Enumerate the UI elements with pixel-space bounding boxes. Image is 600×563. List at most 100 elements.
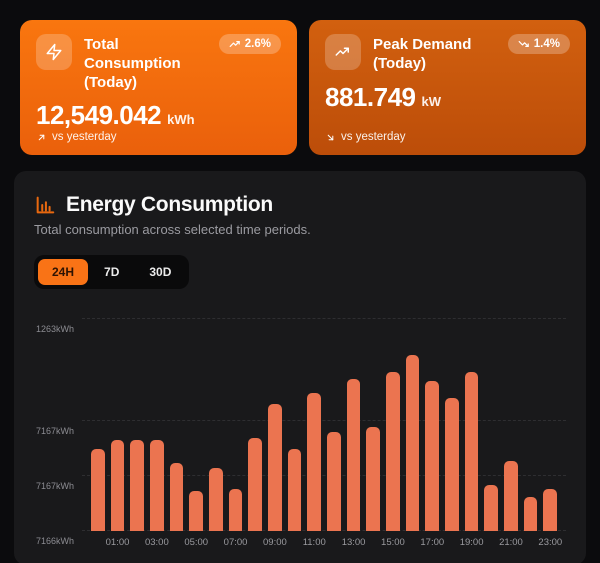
card-title: Total Consumption (Today) [84, 36, 181, 91]
x-axis-slot [170, 537, 184, 551]
bar-2000[interactable] [484, 484, 499, 532]
bar-chart: 1263kWh 7167kWh 7167kWh 7166kWh 01:00 03:00 0… [34, 318, 566, 551]
arrow-up-right-icon [38, 134, 45, 141]
x-axis-slot: 07:00 [224, 537, 248, 551]
x-axis-slot [366, 537, 380, 551]
x-axis-slot: 21:00 [499, 537, 523, 551]
bar-0100[interactable] [110, 440, 125, 532]
energy-consumption-card: Energy Consumption Total consumption acr… [14, 171, 586, 563]
x-axis-tick-label: 11:00 [302, 537, 326, 549]
bar-0900[interactable] [268, 404, 282, 532]
bar-0300[interactable] [150, 440, 164, 532]
bar-1200[interactable] [327, 431, 341, 532]
bar-1800[interactable] [445, 397, 459, 532]
gridline: 7167kWh [36, 475, 566, 491]
peak-demand-card: Peak Demand (Today) 1.4% 881.749 kW vs y… [309, 20, 586, 156]
x-axis-slot [484, 537, 498, 551]
x-axis-tick-label: 19:00 [459, 537, 484, 549]
x-axis-slot [327, 537, 341, 551]
x-axis-slot: 19:00 [460, 537, 484, 551]
trend-up-icon [229, 41, 240, 48]
kpi-value: 881.749 [325, 81, 416, 112]
y-axis-tick-label: 7167kWh [35, 426, 74, 437]
bar-1400[interactable] [366, 427, 381, 532]
x-axis-slot: 03:00 [145, 537, 169, 551]
x-axis-tick-label: 23:00 [538, 537, 563, 549]
x-axis-tick-label: 21:00 [499, 537, 523, 549]
kpi-value: 12,549.042 [36, 100, 162, 131]
chart-title: Energy Consumption [66, 193, 273, 217]
trending-up-icon [325, 34, 361, 70]
y-axis-tick-label: 7166kWh [35, 536, 74, 547]
x-axis-tick-label: 05:00 [184, 537, 209, 549]
x-axis-slot [524, 537, 538, 551]
x-axis-tick-label: 09:00 [263, 537, 287, 549]
x-axis: 01:00 03:00 05:00 07:00 09:00 11:00 13:00 15:00… [82, 531, 566, 551]
bar-chart-icon [36, 196, 55, 214]
bar-2100[interactable] [504, 461, 518, 532]
footer-label: vs yesterday [52, 131, 117, 144]
x-axis-slot: 23:00 [538, 537, 562, 551]
zap-icon [36, 34, 72, 70]
trend-down-icon [518, 41, 529, 48]
bar-1900[interactable] [464, 372, 479, 532]
x-axis-slot: 17:00 [420, 537, 444, 551]
time-range-tabs: 24H 7D 30D [34, 255, 190, 290]
x-axis-tick-label: 07:00 [223, 537, 248, 549]
gridline: 7167kWh [36, 420, 566, 436]
gridline: 1263kWh [36, 318, 566, 334]
plot-area: 1263kWh 7167kWh 7167kWh 7166kWh [36, 318, 566, 546]
tab-7d[interactable]: 7D [90, 259, 133, 285]
x-axis-slot [288, 537, 302, 551]
x-axis-slot: 13:00 [342, 537, 366, 551]
x-axis-slot [406, 537, 420, 551]
arrow-down-right-icon [327, 134, 334, 141]
tab-30d[interactable]: 30D [135, 259, 185, 285]
bar-2200[interactable] [523, 497, 538, 532]
bar-1100[interactable] [307, 393, 322, 532]
bar-0800[interactable] [248, 437, 263, 532]
total-consumption-card: Total Consumption (Today) 2.6% 12,549.04… [20, 20, 297, 156]
x-axis-tick-label: 17:00 [420, 537, 445, 549]
bars [82, 319, 566, 532]
bar-0200[interactable] [130, 440, 145, 532]
tab-24h[interactable]: 24H [38, 259, 89, 286]
y-axis-tick-label: 1263kWh [35, 324, 74, 335]
x-axis-slot: 11:00 [303, 537, 326, 551]
badge-value: 2.6% [244, 38, 271, 50]
bar-1500[interactable] [386, 372, 400, 532]
x-axis-tick-label: 03:00 [144, 537, 169, 549]
x-axis-slot [248, 537, 262, 551]
x-axis-tick-label: 13:00 [341, 537, 366, 549]
bar-0600[interactable] [209, 467, 223, 532]
kpi-unit: kW [421, 93, 441, 109]
badge-value: 1.4% [533, 38, 560, 50]
y-axis-tick-label: 7167kWh [35, 481, 74, 492]
x-axis-slot: 15:00 [381, 537, 405, 551]
stats-row: Total Consumption (Today) 2.6% 12,549.04… [0, 0, 600, 156]
trend-badge: 2.6% [218, 34, 281, 54]
x-axis-tick-label: 15:00 [381, 537, 405, 549]
card-title: Peak Demand (Today) [373, 36, 472, 72]
x-axis-slot [130, 537, 144, 551]
x-axis-slot: 01:00 [106, 537, 130, 551]
bar-1700[interactable] [425, 380, 440, 532]
kpi-unit: kWh [167, 112, 195, 128]
bar-2300[interactable] [543, 488, 558, 532]
x-axis-slot [91, 537, 105, 551]
bar-1600[interactable] [405, 355, 420, 532]
bar-1000[interactable] [287, 448, 302, 532]
bar-0000[interactable] [91, 448, 105, 532]
footer-label: vs yesterday [341, 131, 406, 144]
bar-0700[interactable] [228, 488, 243, 532]
x-axis-slot: 05:00 [184, 537, 208, 551]
trend-badge: 1.4% [507, 34, 570, 54]
x-axis-slot: 09:00 [263, 537, 287, 551]
bar-1300[interactable] [346, 378, 361, 532]
x-axis-slot [209, 537, 223, 551]
gridline: 7166kWh [36, 530, 566, 546]
x-axis-slot [445, 537, 459, 551]
bar-0500[interactable] [189, 490, 204, 532]
x-axis-tick-label: 01:00 [105, 537, 130, 549]
bar-0400[interactable] [169, 463, 184, 532]
